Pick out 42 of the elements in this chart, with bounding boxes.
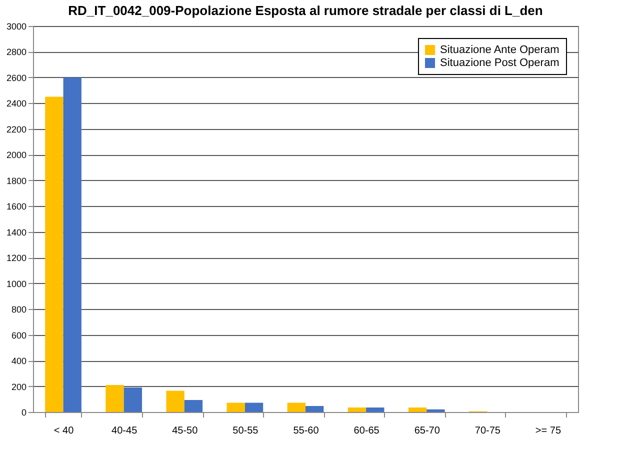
bar	[166, 390, 184, 412]
y-tick-label: 2000	[6, 150, 26, 160]
x-tick-label: >= 75	[535, 426, 562, 436]
bar	[226, 402, 245, 412]
x-tick-label: < 40	[54, 426, 74, 436]
x-tick-label: 70-75	[474, 426, 501, 436]
bar	[184, 400, 203, 412]
bar	[63, 77, 82, 412]
y-tick-label: 400	[11, 356, 26, 366]
y-tick-label: 0	[21, 408, 26, 418]
y-tick-label: 2400	[6, 98, 26, 109]
x-tick-label: 55-60	[293, 426, 320, 436]
y-tick-label: 1400	[6, 227, 26, 238]
y-tick-label: 1800	[6, 176, 26, 186]
x-tick-label: 40-45	[112, 426, 138, 436]
x-tick-label: 60-65	[354, 426, 380, 436]
bar	[348, 407, 366, 412]
bar	[306, 406, 324, 412]
bar	[106, 384, 124, 412]
bar	[287, 402, 306, 412]
y-tick-label: 200	[11, 382, 26, 392]
y-tick-label: 3000	[6, 22, 26, 32]
y-tick-label: 1200	[6, 253, 26, 264]
y-tick-label: 2200	[6, 124, 26, 134]
y-tick-label: 2600	[6, 72, 26, 83]
y-tick-label: 800	[11, 304, 26, 315]
bar	[408, 407, 427, 412]
y-tick-label: 1000	[6, 278, 26, 289]
legend-label: Situazione Post Operam	[440, 57, 560, 69]
bar	[426, 409, 445, 412]
x-tick-label: 65-70	[414, 426, 440, 436]
y-tick-label: 2800	[6, 47, 26, 58]
y-tick-label: 600	[11, 330, 26, 340]
x-tick-label: 45-50	[172, 426, 198, 436]
legend-label: Situazione Ante Operam	[440, 44, 560, 56]
bar	[366, 407, 384, 412]
bar	[244, 402, 264, 412]
chart-title: RD_IT_0042_009-Popolazione Esposta al rumore stradale per classi di L_den	[68, 3, 543, 18]
bar	[124, 388, 142, 412]
y-tick-label: 1600	[6, 202, 26, 212]
x-tick-label: 50-55	[232, 426, 259, 436]
bar	[45, 96, 64, 412]
